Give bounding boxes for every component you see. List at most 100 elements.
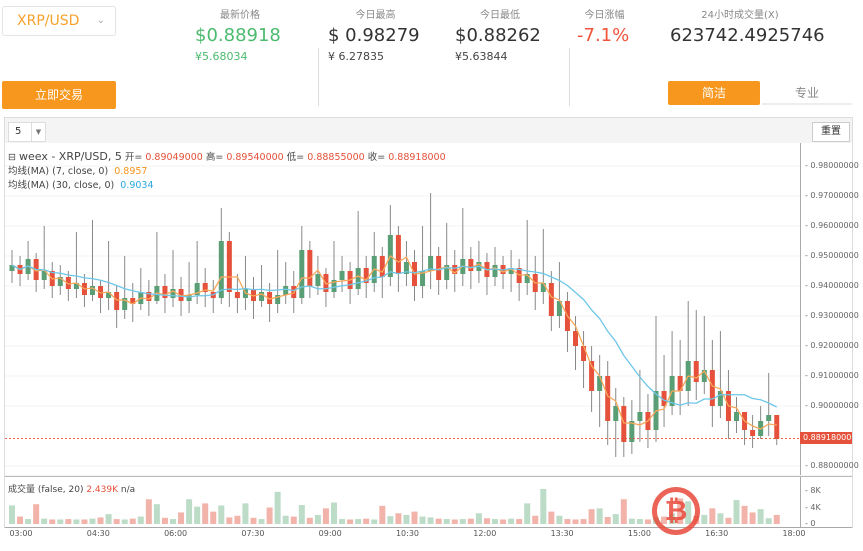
interval-select[interactable]: 5 ▼ [8,122,46,142]
volume-bar [733,500,740,524]
y-tick-label: - 0.98000000 [805,161,859,170]
volume-bar [564,519,571,524]
volume-bar [274,491,281,524]
volume-bar [322,508,329,524]
volume-bar [709,508,716,524]
tab-pro[interactable]: 专业 [762,81,852,105]
candle [90,286,95,295]
chevron-down-icon: ⌄ [96,15,105,26]
trade-now-button[interactable]: 立即交易 [2,81,116,109]
candle [573,331,578,346]
candle [452,265,458,274]
volume-bar [717,513,724,524]
candle [202,283,208,292]
volume-bar [636,519,643,524]
candle [65,277,71,289]
volume-bar [548,511,555,524]
volume-bar [266,507,273,524]
candle [194,283,200,295]
price-axis[interactable]: - 0.98000000 - 0.97000000 - 0.96000000 - 0.… [800,143,859,475]
candle [98,286,104,298]
x-tick-label: 03:00 [9,529,33,538]
volume-bar [226,517,233,524]
volume-bar [250,517,257,524]
volume-bar [596,508,603,524]
candle [693,361,699,382]
candle [750,430,756,436]
candle [548,283,554,316]
y-tick-label: - 0.95000000 [805,251,859,260]
ma30-line [11,264,778,408]
volume-bar [532,515,539,524]
candle [275,295,281,304]
stat-24h-volume: 24小时成交量(X) 623742.4925746 [670,10,825,46]
volume-bar [65,519,72,524]
candle [766,415,772,421]
x-tick-label: 12:00 [473,529,497,538]
ma7-line [11,255,777,430]
candle [170,289,176,298]
y-tick-label: - 0.93000000 [805,311,859,320]
volume-bar [41,518,48,524]
divider [318,48,319,106]
candle [73,283,79,289]
volume-bar [395,513,402,524]
candle [589,361,595,391]
volume-bar [258,519,265,524]
candle [701,370,707,382]
reset-button[interactable]: 重置 [812,122,850,142]
volume-bar [137,516,144,524]
candle [629,421,635,442]
candle [178,289,184,301]
candle [661,391,667,406]
candle [307,250,313,286]
volume-bar [145,499,152,524]
time-axis[interactable]: 03:00 04:30 06:00 07:30 09:00 10:30 12:00 13:30… [5,527,852,541]
pair-selector[interactable]: XRP/USD ⌄ [2,6,116,36]
volume-bar [475,513,482,524]
candlestick-chart[interactable] [5,143,800,475]
volume-bar [218,505,225,524]
candle [379,256,385,277]
candle [251,289,256,301]
volume-bar [339,519,346,524]
candle [283,286,289,295]
candle [403,262,409,274]
volume-bar [387,516,394,524]
volume-bar [459,519,466,524]
candle [259,292,265,301]
volume-bar [298,505,305,524]
volume-bar [234,515,241,524]
x-tick-label: 06:00 [164,529,188,538]
candle [556,301,562,316]
y-tick-label: - 0.94000000 [805,281,859,290]
volume-tick-label: - 4K [805,502,821,512]
volume-bar [701,514,708,524]
volume-bar [282,515,289,524]
volume-bar [202,503,209,524]
volume-bar [620,499,627,524]
candle [637,412,643,421]
stat-latest-price: 最新价格 $0.88918 ¥5.68034 [195,10,281,63]
volume-bar [379,505,386,524]
y-tick-label: - 0.88000000 [805,461,859,470]
volume-legend: 成交量 (false, 20) 2.439K n/a [8,485,136,495]
volume-bar [113,519,120,524]
candle [492,265,498,277]
candle [395,235,401,274]
volume-bar [467,518,474,524]
volume-bar [411,511,418,524]
volume-bar [314,514,321,524]
candle [524,274,530,283]
collapse-icon[interactable]: ⊟ [8,152,16,163]
volume-bar [516,519,523,524]
x-tick-label: 04:30 [86,529,110,538]
x-tick-label: 10:30 [395,529,420,538]
volume-bar [33,504,40,524]
volume-bar [49,519,56,524]
volume-bar [355,519,362,524]
volume-bar [580,519,587,524]
candle [709,370,715,406]
volume-bar [588,509,595,524]
tab-simple[interactable]: 简洁 [668,81,760,105]
